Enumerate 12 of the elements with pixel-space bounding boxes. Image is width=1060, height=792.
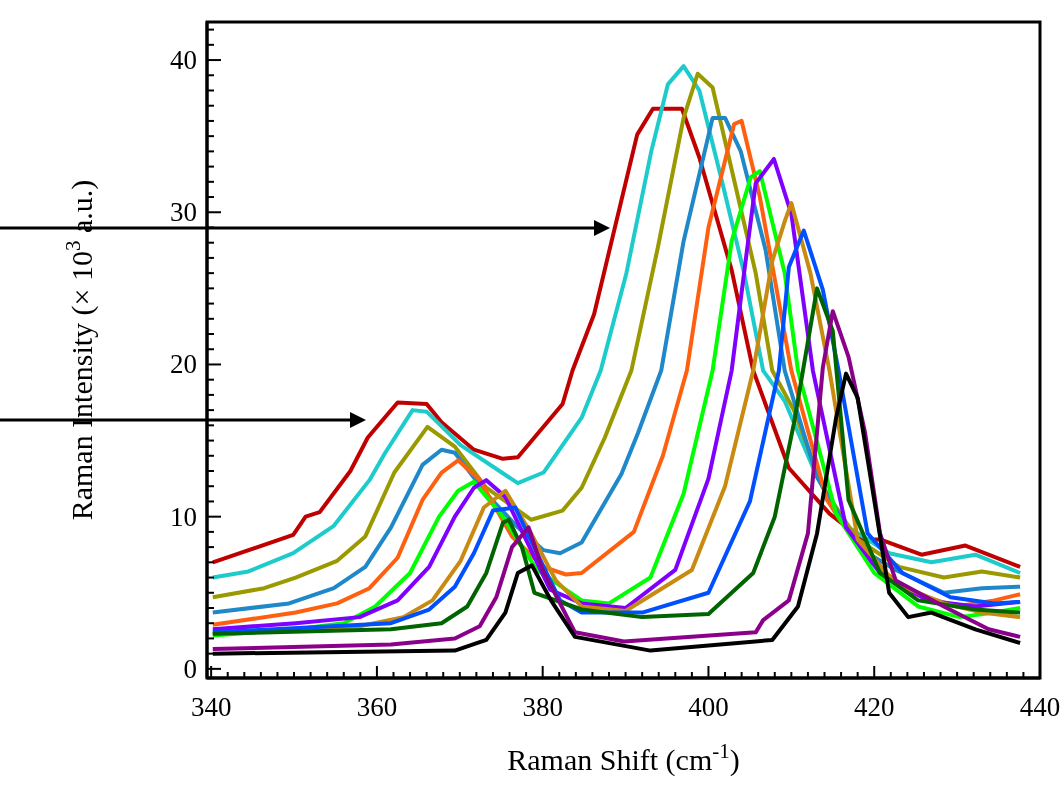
y-tick-label: 20: [170, 349, 197, 380]
x-tick-label: 440: [1019, 692, 1060, 722]
x-axis-title: Raman Shift (cm$^{-1}$): [507, 739, 740, 777]
x-tick-label: 380: [522, 692, 563, 722]
x-tick-label: 360: [356, 692, 398, 722]
x-tick-label: 340: [190, 692, 232, 722]
x-tick-label: 420: [853, 692, 895, 722]
y-tick-label: 40: [170, 45, 197, 76]
y-tick-label: 10: [170, 501, 197, 532]
y-tick-label: 0: [183, 653, 197, 684]
y-tick-label: 30: [170, 197, 197, 228]
x-tick-label: 400: [688, 692, 729, 722]
